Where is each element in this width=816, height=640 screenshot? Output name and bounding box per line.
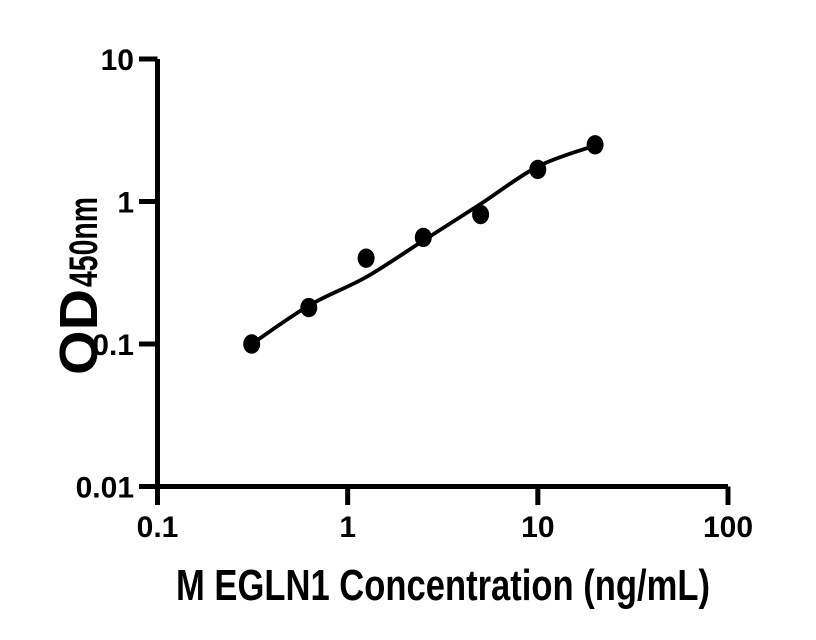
x-tick-label: 10	[521, 511, 554, 544]
y-tick-label: 0.01	[76, 472, 134, 505]
x-tick-label: 0.1	[137, 511, 179, 544]
y-tick-label: 10	[101, 44, 134, 77]
data-point	[300, 297, 318, 318]
y-tick-label: 1	[117, 187, 134, 220]
x-axis-title: M EGLN1 Concentration (ng/mL)	[176, 561, 710, 610]
data-point	[243, 334, 261, 354]
data-point	[586, 135, 604, 155]
y-tick-label: 0.1	[92, 329, 134, 362]
data-point	[357, 248, 375, 268]
y-axis-title-main: OD	[49, 289, 109, 375]
data-point	[529, 159, 547, 180]
y-axis-title-subscript: 450nm	[62, 197, 106, 287]
data-point	[472, 204, 490, 225]
x-tick-label: 100	[703, 511, 753, 544]
x-tick-label: 1	[339, 511, 356, 544]
data-point	[414, 227, 432, 248]
